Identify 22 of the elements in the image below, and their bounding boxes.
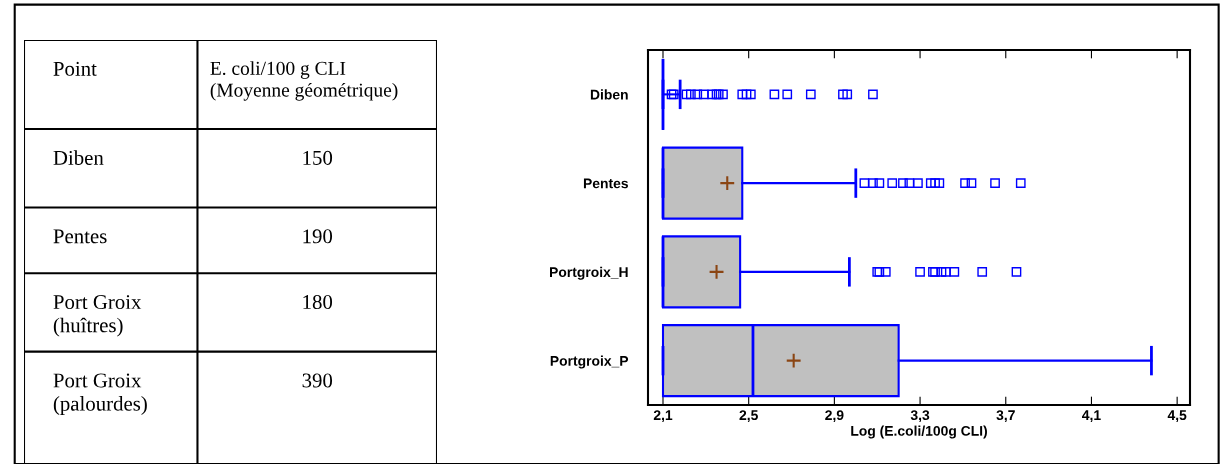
y-tick-label: Portgroix_H [550,266,628,280]
y-tick-label: Pentes [583,178,628,189]
x-tick-label: 2,5 [739,410,758,423]
text: Port Groix (huîtres) [53,295,142,337]
x-axis-title: Log (E.coli/100g CLI) [851,425,987,439]
text: 180 [303,295,333,310]
x-tick-label: 4,1 [1082,410,1101,423]
text: Port Groix (palourdes) [53,373,147,415]
x-tick-label: 4,5 [1167,410,1187,423]
text: Point [53,61,97,76]
text: E. coli/100 g CLI (Moyenne géométrique) [210,61,398,101]
x-tick-label: 3,3 [910,410,930,423]
text: 390 [302,373,333,388]
y-tick-label: Diben [590,89,628,100]
x-tick-label: 2,9 [825,410,844,423]
y-tick-label: Portgroix_P [550,355,629,369]
text: Diben [53,150,104,165]
x-tick-label: 3,7 [996,410,1015,423]
text: 150 [303,150,333,165]
text: 190 [303,229,333,244]
x-tick-label: 2,1 [653,410,673,423]
text: Pentes [53,229,107,244]
